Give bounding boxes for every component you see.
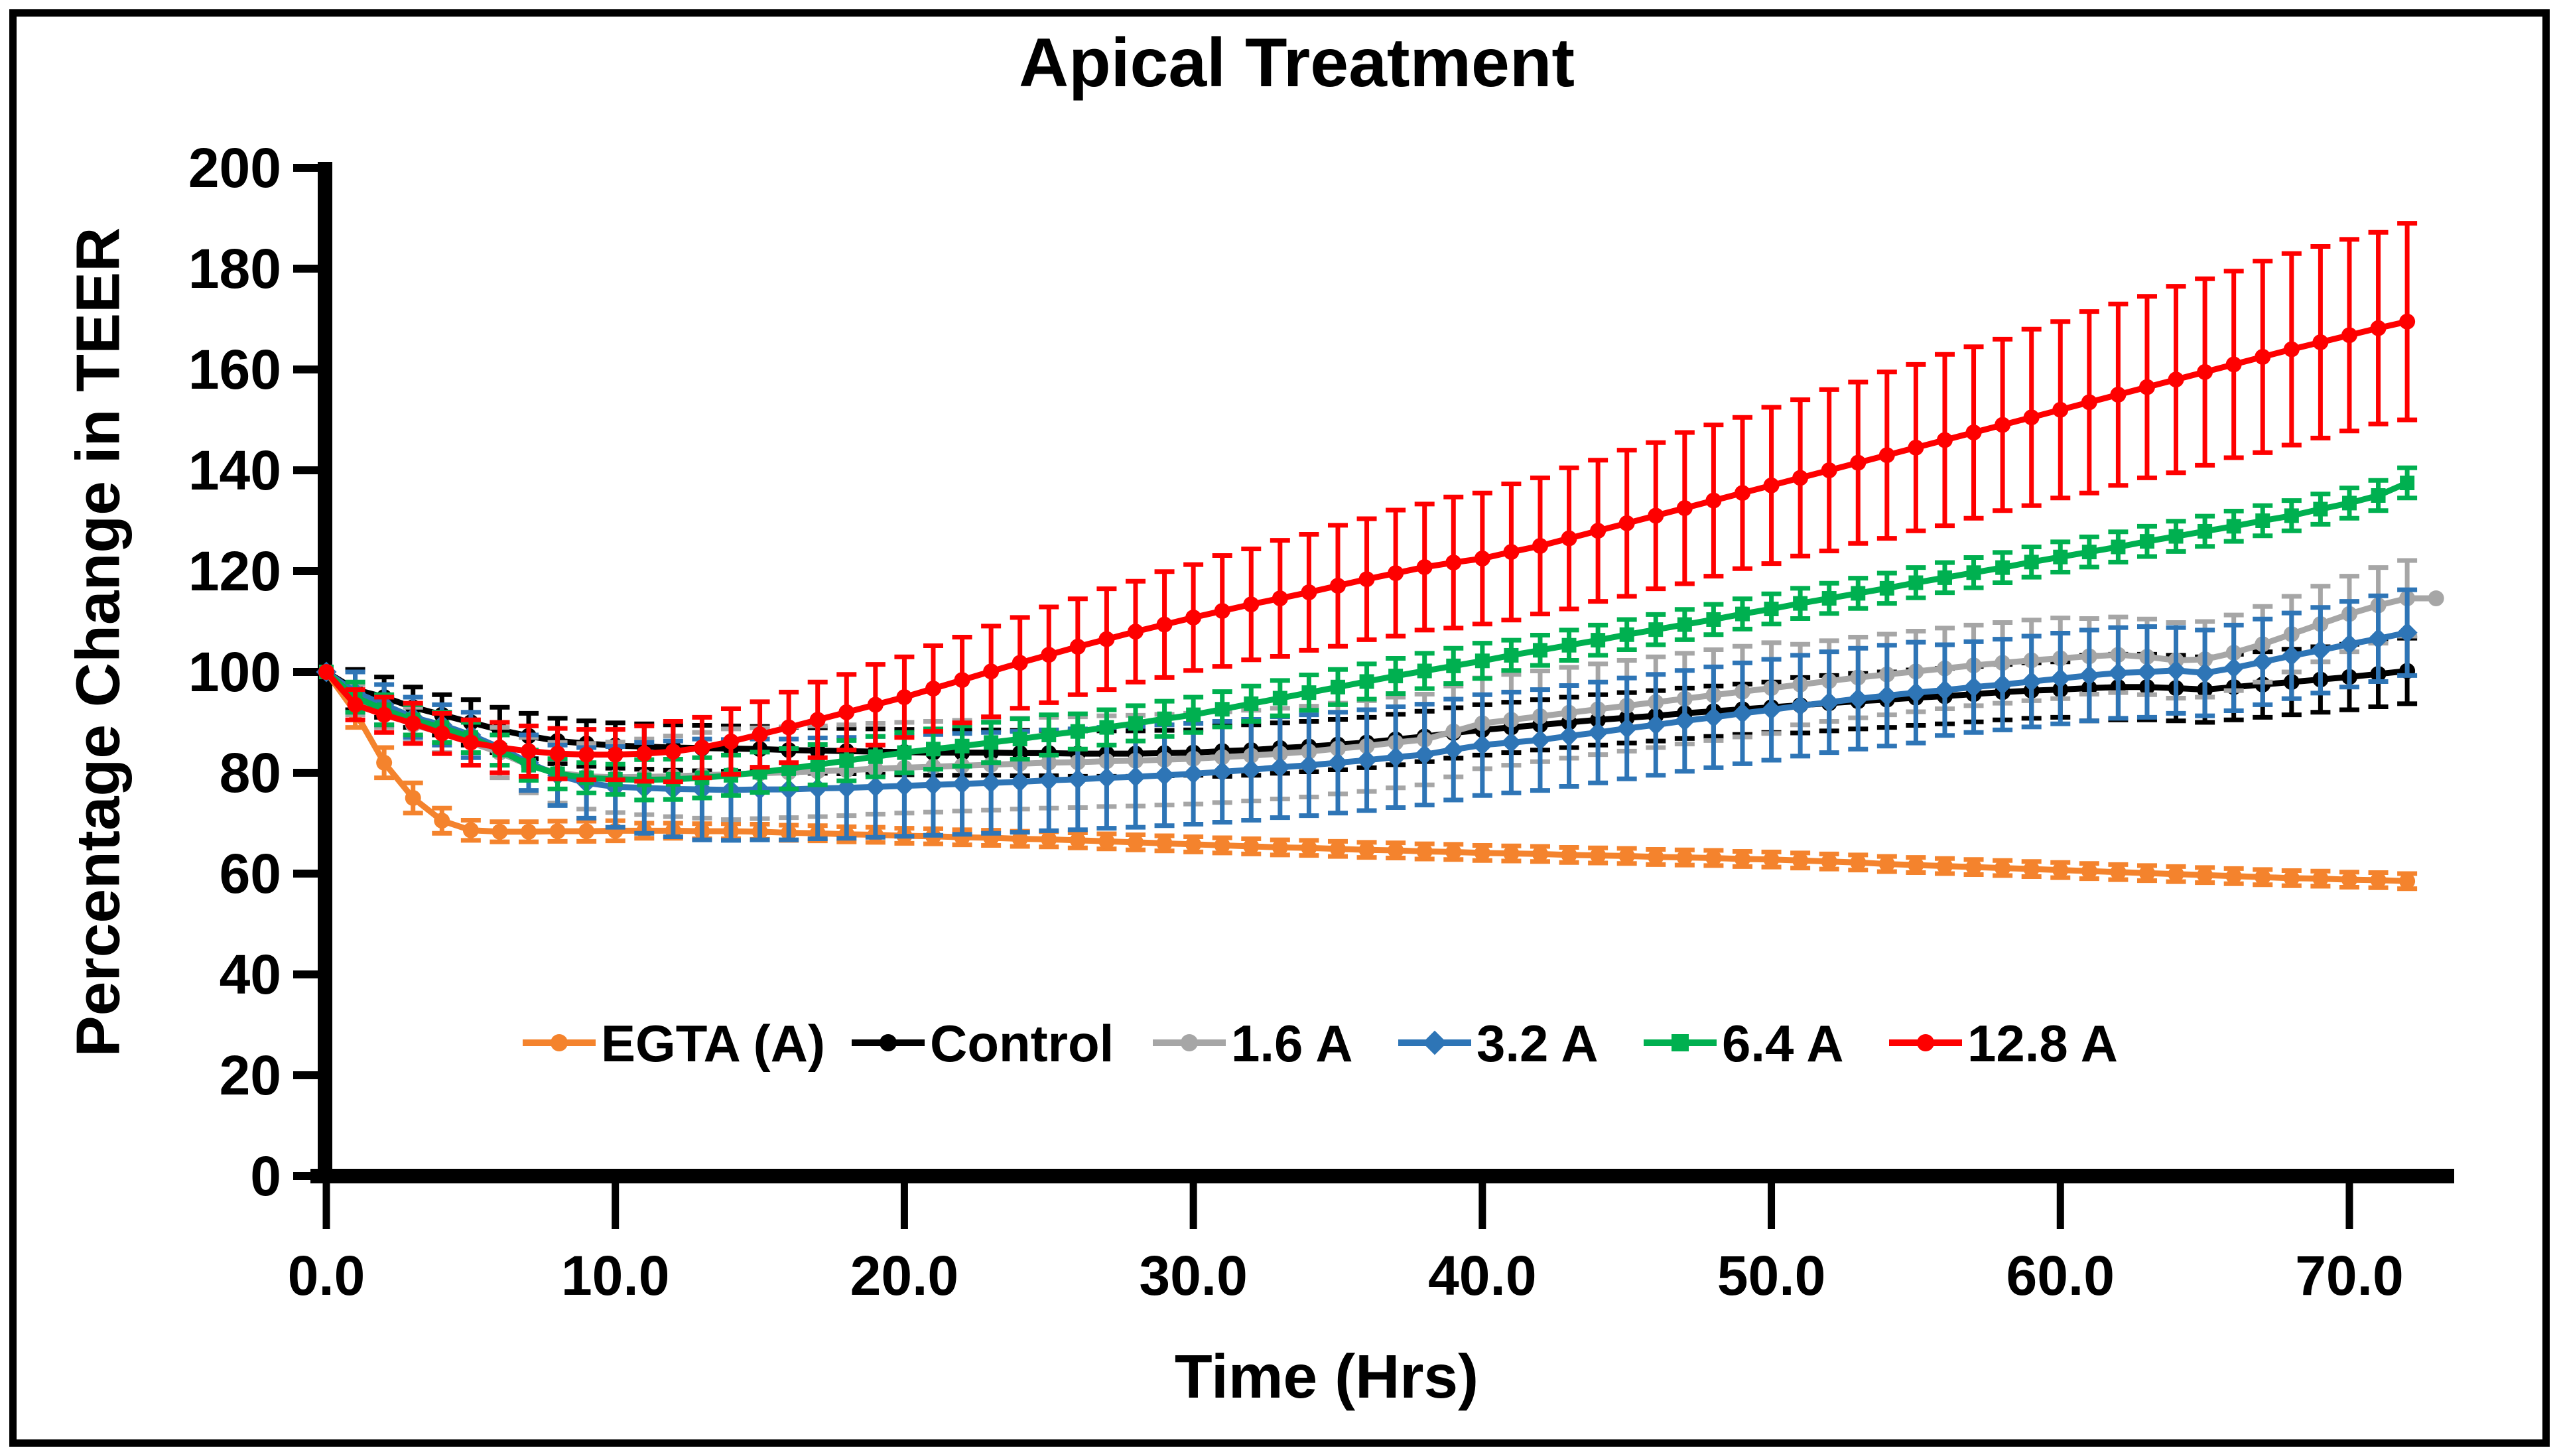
legend-item-3-2-a: 3.2 A	[1398, 1014, 1599, 1073]
x-tick-label: 70.0	[2295, 1244, 2404, 1307]
series-6-4-a	[319, 465, 2418, 803]
x-tick-label: 60.0	[2006, 1244, 2115, 1307]
legend-label: 3.2 A	[1476, 1014, 1599, 1073]
legend-label: 6.4 A	[1722, 1014, 1844, 1073]
y-tick-label: 120	[188, 540, 281, 602]
y-tick-label: 60	[220, 842, 281, 905]
x-tick-label: 30.0	[1139, 1244, 1248, 1307]
legend-label: EGTA (A)	[601, 1014, 825, 1073]
y-tick-label: 160	[188, 338, 281, 401]
legend-label: Control	[930, 1014, 1114, 1073]
x-tick-label: 20.0	[850, 1244, 959, 1307]
error-bars	[345, 221, 2418, 785]
y-tick-label: 180	[188, 237, 281, 300]
legend-item-1-6-a: 1.6 A	[1153, 1014, 1353, 1073]
legend: EGTA (A) Control 1.6 A 3.2 A 6.4 A 12.8 A	[523, 1014, 2118, 1073]
chart-border	[9, 9, 2550, 1447]
x-tick-label: 10.0	[561, 1244, 670, 1307]
series-3-2-a	[316, 587, 2418, 843]
legend-item-control: Control	[852, 1014, 1114, 1073]
y-tick-label: 100	[188, 641, 281, 703]
series-12-8-a	[318, 221, 2418, 785]
legend-item-12-8-a: 12.8 A	[1889, 1014, 2118, 1073]
error-bars	[345, 695, 2418, 892]
legend-item-egta-a: EGTA (A)	[523, 1014, 825, 1073]
y-axis-title: Percentage Change in TEER	[63, 227, 133, 1057]
y-tick-label: 0	[250, 1145, 281, 1207]
error-bars	[345, 587, 2418, 843]
page-title: Apical Treatment	[1018, 25, 1575, 101]
tick-labels: 0 20 40 60 80 100 120 140 160 180 200 0.0 10.0 20.0 30…	[188, 137, 2404, 1307]
y-tick-label: 140	[188, 439, 281, 501]
y-tick-label: 80	[220, 742, 281, 804]
legend-label: 1.6 A	[1231, 1014, 1353, 1073]
y-tick-label: 200	[188, 137, 281, 199]
x-tick-label: 50.0	[1717, 1244, 1826, 1307]
x-axis-title: Time (Hrs)	[1174, 1342, 1479, 1411]
legend-item-6-4-a: 6.4 A	[1644, 1014, 1844, 1073]
y-tick-label: 40	[220, 943, 281, 1006]
x-tick-label: 0.0	[288, 1244, 365, 1307]
legend-label: 12.8 A	[1967, 1014, 2118, 1073]
y-tick-label: 20	[220, 1044, 281, 1106]
x-tick-label: 40.0	[1428, 1244, 1537, 1307]
series-markers	[318, 313, 2416, 763]
series-markers	[318, 664, 2416, 890]
